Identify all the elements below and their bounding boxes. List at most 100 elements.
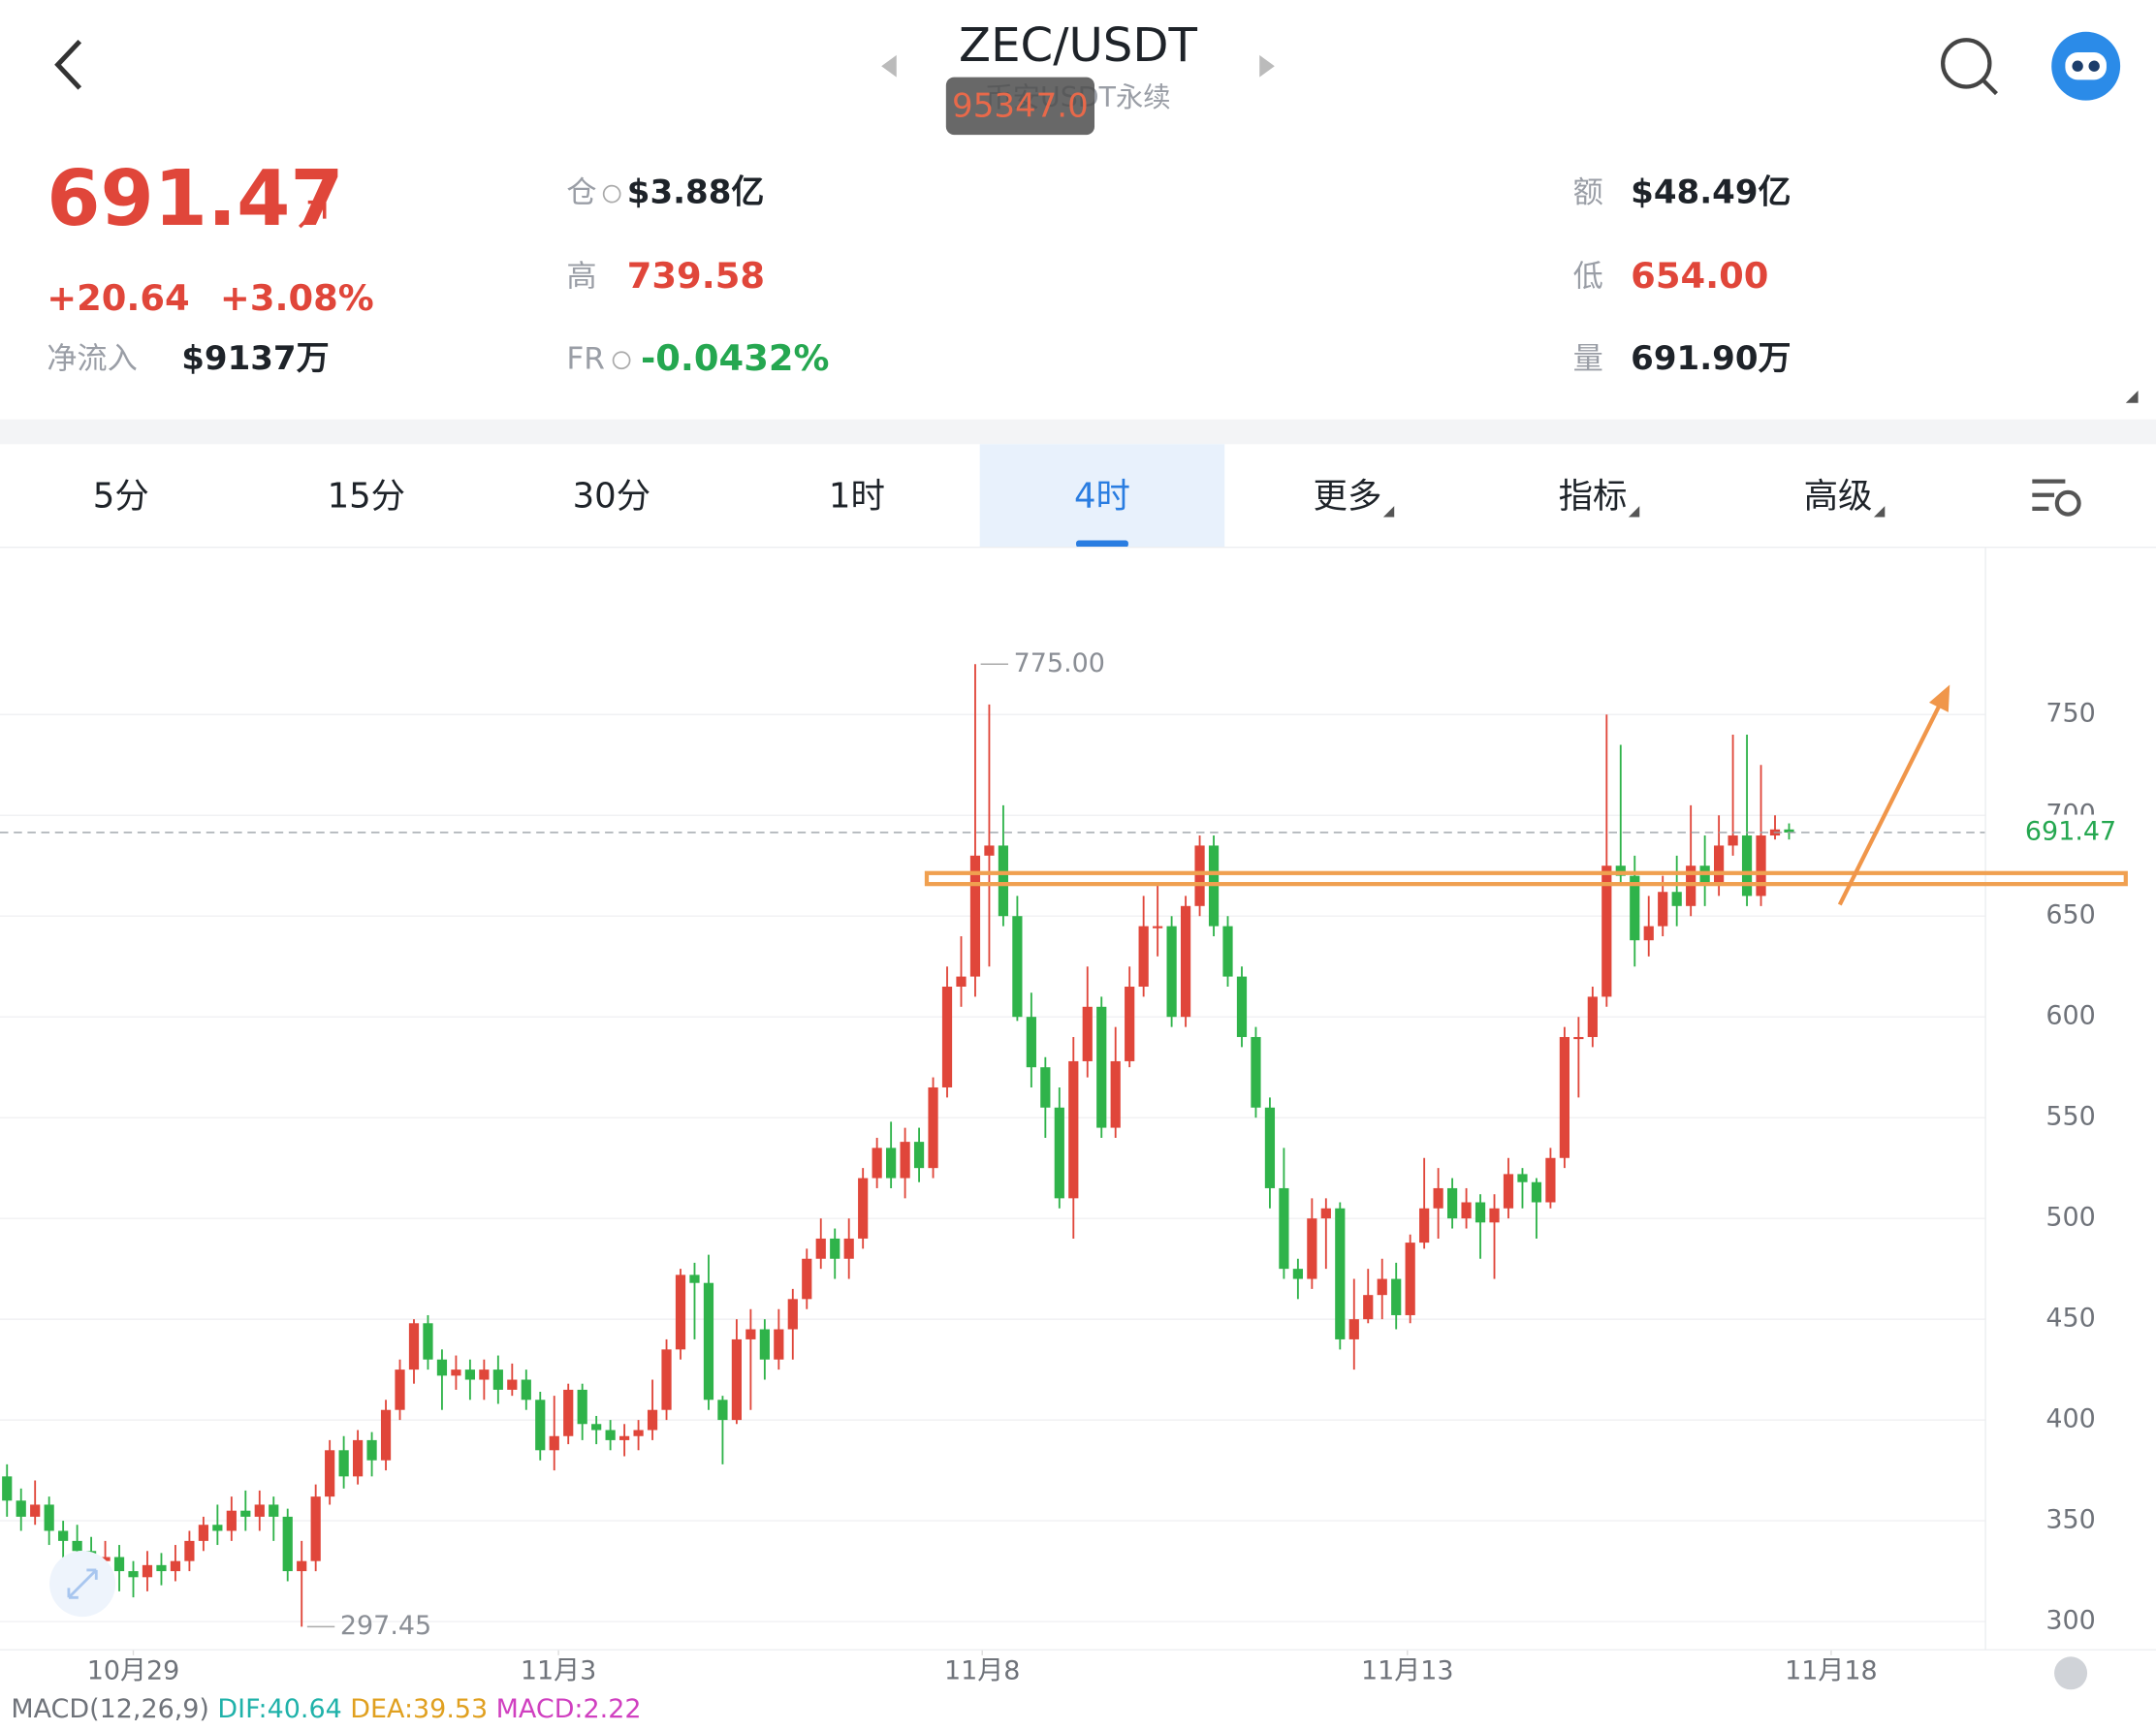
stat-value: $48.49亿: [1631, 173, 1791, 212]
candle-body: [2, 1476, 13, 1501]
candle-body: [58, 1530, 69, 1541]
candle-body: [1194, 845, 1205, 906]
candle-body: [269, 1504, 279, 1517]
candle-body: [717, 1400, 728, 1421]
stat-label: FR: [566, 342, 605, 377]
info-icon[interactable]: [602, 184, 621, 204]
candle-body: [128, 1571, 139, 1578]
candle-body: [1559, 1036, 1569, 1158]
settings-icon[interactable]: [2032, 479, 2081, 517]
candle-body: [969, 855, 981, 977]
candle-body: [661, 1349, 672, 1410]
tab[interactable]: 4时: [1074, 477, 1130, 517]
candle-body: [1348, 1319, 1359, 1339]
candle-body: [1292, 1269, 1303, 1279]
candle-body: [1643, 926, 1654, 941]
candle-body: [591, 1424, 602, 1431]
x-tick-label: 11月8: [944, 1655, 1020, 1685]
candle-body: [1125, 986, 1135, 1061]
candle-body: [843, 1238, 854, 1259]
candle-body: [1279, 1187, 1289, 1270]
candle-body: [984, 845, 995, 856]
indicator-dif: DIF:40.64: [217, 1694, 341, 1724]
y-tick-label: 600: [2045, 1001, 2095, 1031]
candle-body: [1433, 1187, 1443, 1209]
x-tick-label: 11月18: [1785, 1655, 1878, 1685]
candle-body: [198, 1525, 208, 1541]
up-arrow: [298, 200, 327, 229]
candle-body: [1180, 905, 1191, 1018]
indicator-name: MACD(12,26,9): [11, 1694, 209, 1724]
candle-body: [1531, 1181, 1542, 1203]
candle-body: [647, 1409, 658, 1431]
candle-body: [212, 1525, 223, 1531]
candle-body: [1391, 1278, 1402, 1315]
candle-body: [1474, 1202, 1486, 1223]
dropdown-caret: [1628, 506, 1640, 518]
candle-body: [464, 1369, 475, 1380]
y-tick-label: 550: [2045, 1102, 2095, 1132]
candle-body: [1658, 892, 1668, 927]
candle-body: [731, 1338, 743, 1421]
candle-body: [325, 1450, 335, 1497]
annotation-label: 297.45: [340, 1611, 431, 1641]
candle-body: [928, 1086, 938, 1169]
tab-bar: 5分 15分 30分 1时 4时 更多 指标 高级: [93, 444, 1886, 548]
tab[interactable]: 指标: [1559, 477, 1628, 517]
candle-body: [1714, 845, 1725, 887]
candle-body: [619, 1435, 630, 1440]
next-symbol[interactable]: [1259, 54, 1275, 78]
info-icon[interactable]: [612, 351, 631, 370]
tab[interactable]: 更多: [1314, 477, 1382, 517]
drawn-arrow: [1837, 700, 1944, 906]
search-icon[interactable]: [1941, 38, 1992, 89]
candle-body: [310, 1496, 321, 1561]
tab[interactable]: 1时: [829, 477, 885, 517]
candle-body: [1012, 916, 1023, 1018]
candle-body: [170, 1560, 181, 1572]
candle-body: [1489, 1208, 1500, 1223]
candle-body: [633, 1430, 644, 1436]
candle-body: [759, 1329, 770, 1360]
settings-gear: [2054, 489, 2081, 517]
candle-body: [184, 1540, 195, 1561]
candle-body: [1236, 976, 1248, 1037]
candle-body: [941, 986, 953, 1087]
candle-body: [338, 1450, 349, 1477]
candle-body: [1320, 1208, 1331, 1219]
candle-body: [297, 1560, 307, 1572]
back-button[interactable]: [54, 39, 82, 90]
candle-body: [1054, 1107, 1064, 1199]
candle-body: [1377, 1278, 1387, 1296]
candle-body: [240, 1510, 251, 1517]
candle-body: [1264, 1107, 1276, 1188]
candle-body: [535, 1400, 546, 1451]
candle-body: [900, 1142, 910, 1179]
tab[interactable]: 15分: [328, 477, 406, 517]
tab[interactable]: 5分: [93, 477, 149, 517]
avatar-eye: [2088, 60, 2100, 72]
candle-body: [1545, 1157, 1556, 1203]
stat-label: 量: [1573, 342, 1603, 377]
prev-symbol[interactable]: [881, 54, 897, 78]
candle-body: [872, 1148, 882, 1179]
candle-body: [1756, 835, 1766, 897]
y-tick-label: 500: [2045, 1203, 2095, 1233]
candle-body: [886, 1148, 897, 1179]
tab[interactable]: 高级: [1804, 477, 1873, 517]
candle-body: [858, 1178, 869, 1239]
drawn-arrowhead: [1928, 684, 1950, 712]
kline-toggle[interactable]: [2054, 1656, 2088, 1690]
tab[interactable]: 30分: [573, 477, 651, 517]
y-tick-label: 750: [2045, 699, 2095, 729]
candle-body: [1251, 1036, 1261, 1108]
stat-value: 739.58: [627, 255, 765, 297]
candle-body: [830, 1238, 840, 1259]
y-tick-label: 350: [2045, 1505, 2095, 1535]
candle-body: [1307, 1218, 1317, 1279]
last-price-label: 691.47: [2025, 816, 2116, 846]
candle-body: [1363, 1295, 1374, 1320]
